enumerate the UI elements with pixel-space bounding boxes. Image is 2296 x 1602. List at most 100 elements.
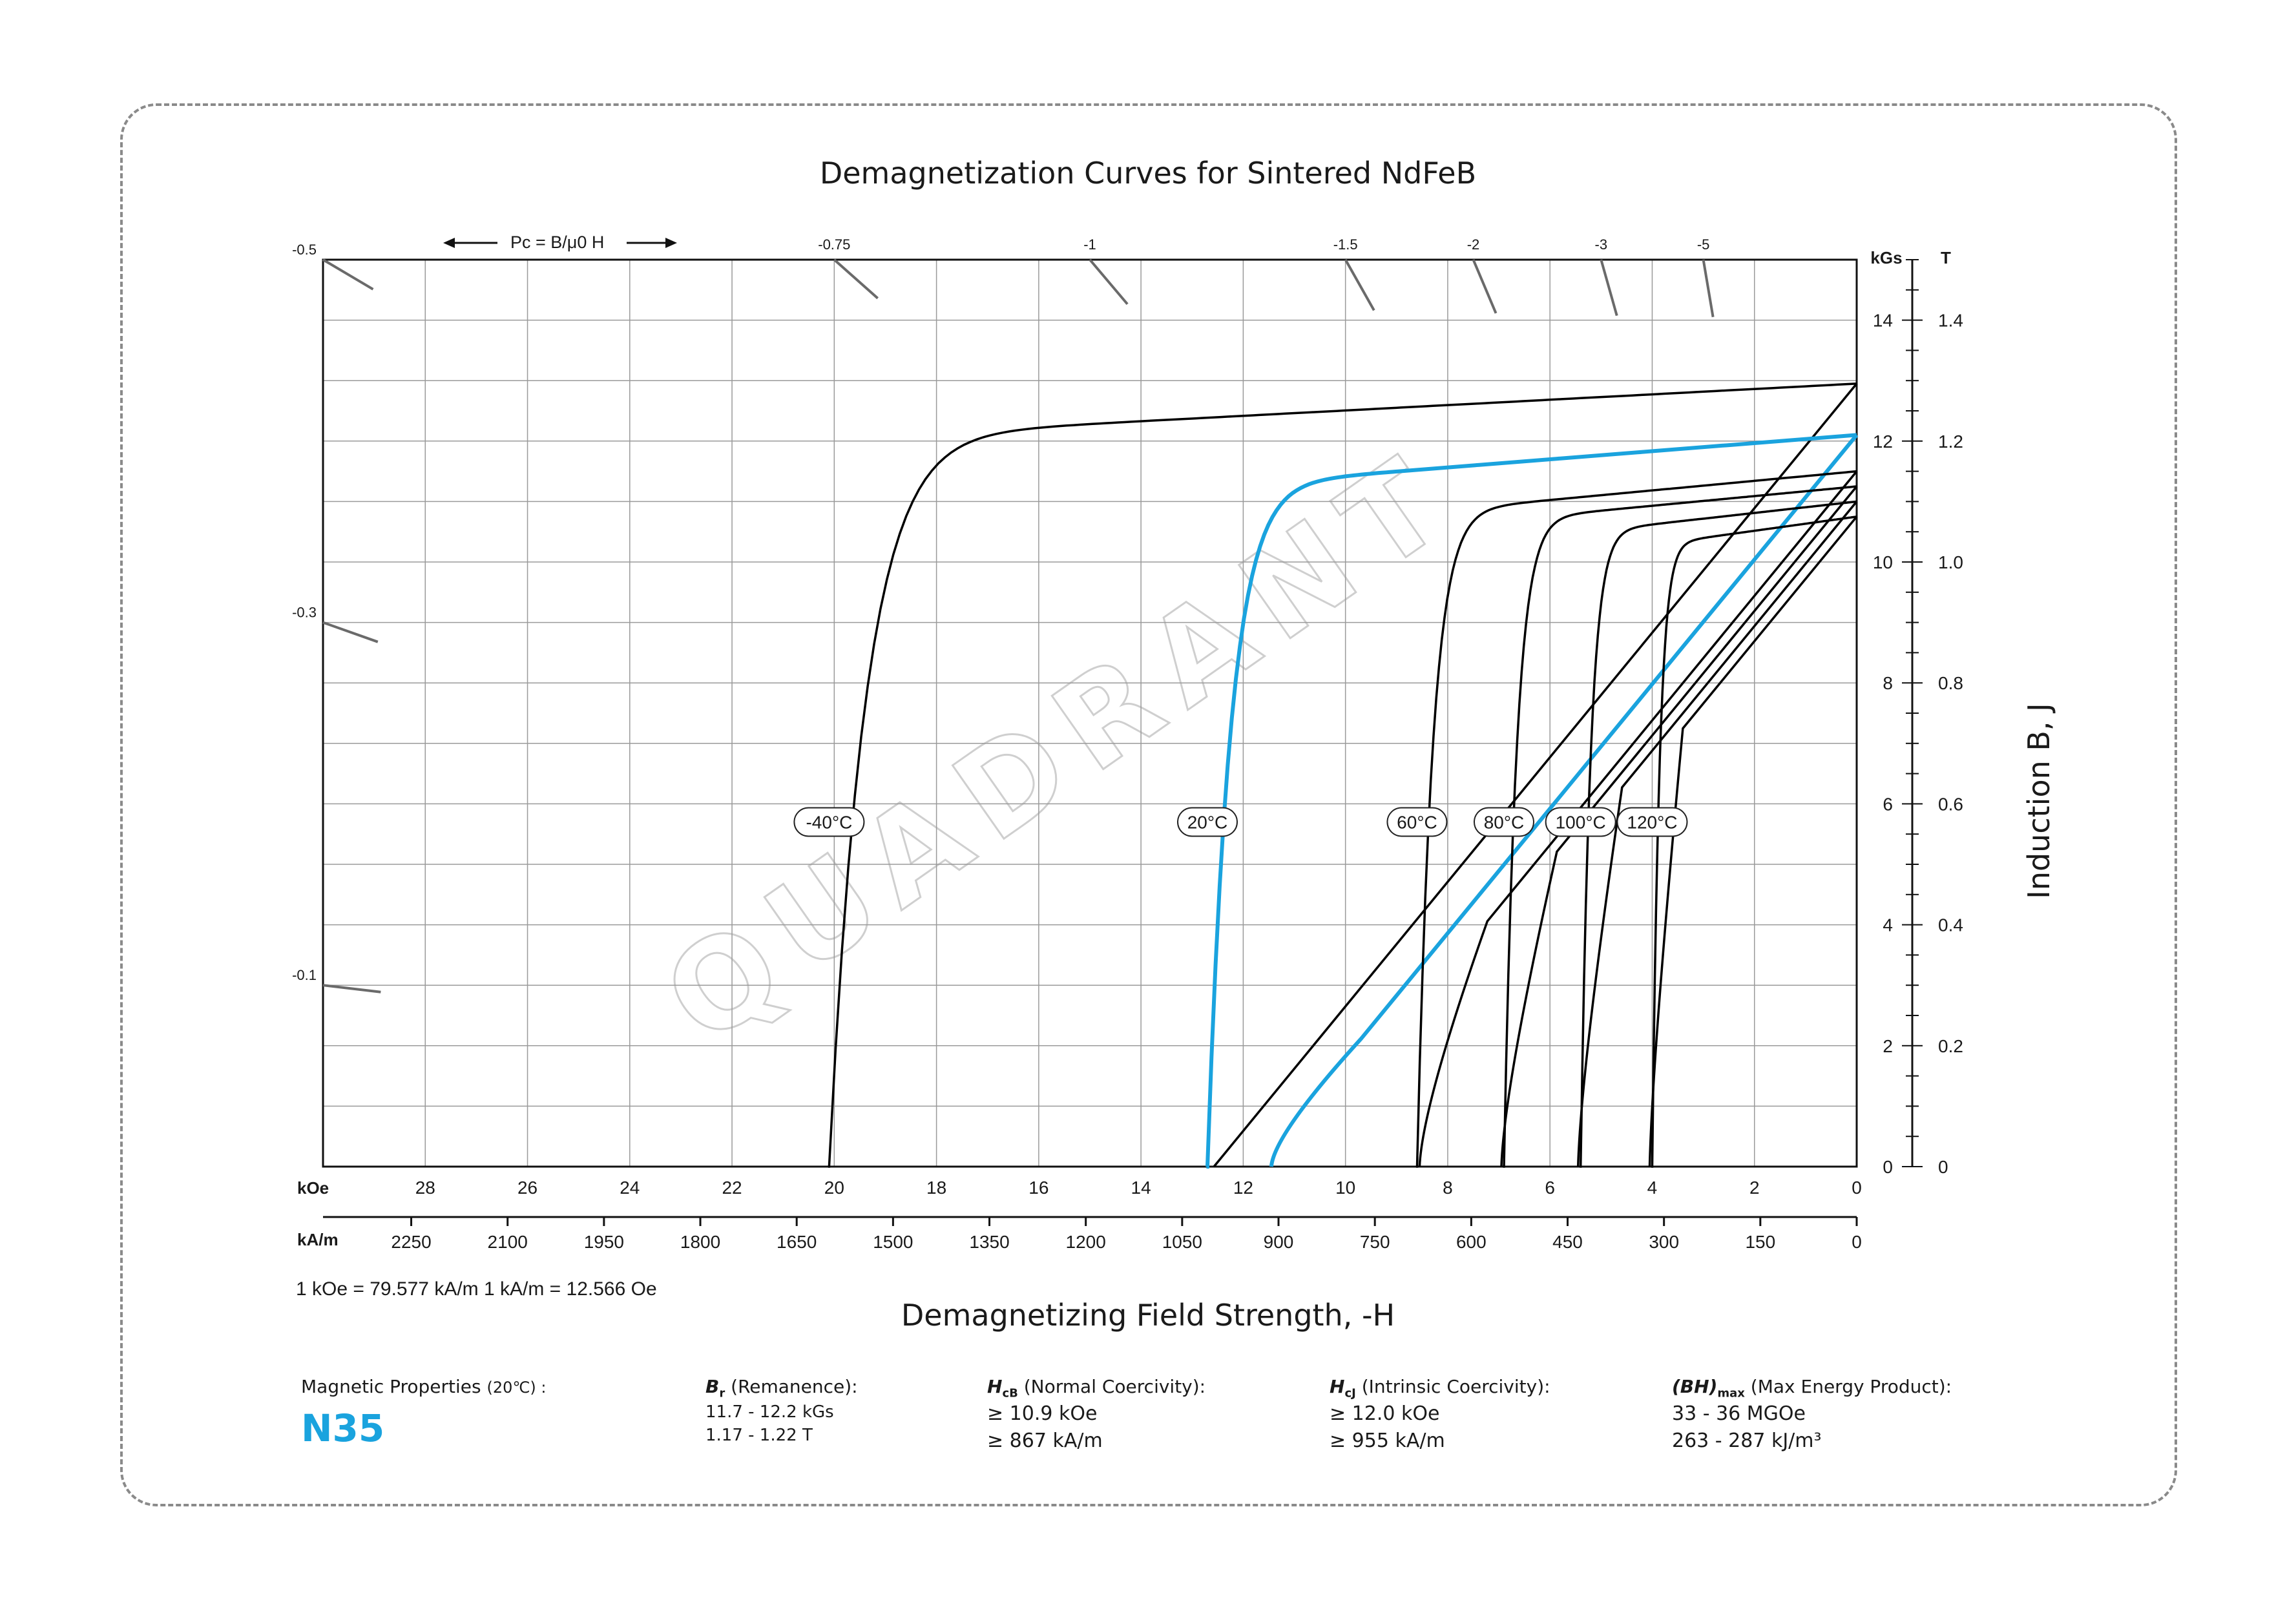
temp-label-bg [1386,807,1448,837]
intrinsic-curve [1651,515,1857,1168]
pc-label: -5 [1697,236,1710,253]
pc-label: -0.75 [818,236,850,253]
x-tick-koe: 12 [1233,1178,1253,1198]
x-tick-koe: 16 [1028,1178,1049,1198]
bhmax-symbol: (BH) [1672,1376,1718,1397]
pc-load-lines: -0.5 -0.3 -0.1 -0.75 -1 -1.5 -2 -3 -5 Pc = B/μ0 H [292,233,1715,993]
y-tick-kgs: 14 [1873,311,1893,331]
hcb-block: HcB (Normal Coercivity): ≥ 10.9 kOe ≥ 86… [987,1376,1205,1455]
x-tick-koe: 18 [926,1178,946,1198]
x-tick-kam: 1950 [584,1232,624,1252]
pc-line [1089,258,1129,306]
normal-curve [1269,433,1859,1167]
x-tick-kam: 1050 [1162,1232,1202,1252]
pc-line [1702,259,1715,318]
y-tick-t: 0.6 [1938,794,1963,814]
properties-heading: Magnetic Properties [301,1376,481,1397]
br-desc: (Remanence): [731,1376,858,1397]
intrinsic-curve [1579,500,1857,1168]
x-tick-kam: 1650 [777,1232,817,1252]
hcb-sub: cB [1002,1386,1018,1400]
chart-title: Demagnetization Curves for Sintered NdFe… [820,156,1476,191]
temp-label-bg [1545,807,1616,837]
temp-label-bg [1177,807,1238,837]
x-tick-kam: 900 [1264,1232,1294,1252]
y-tick-t: 1.0 [1938,552,1963,572]
pc-header: Pc = B/μ0 H [510,233,604,252]
x-tick-koe: 14 [1131,1178,1151,1198]
intrinsic-curve [1503,485,1857,1168]
pc-line [1472,259,1498,314]
y-axis-title: Induction B, J [2021,703,2056,899]
x-tick-koe: 0 [1852,1178,1862,1198]
grid [322,258,1858,1168]
hcb-desc: (Normal Coercivity): [1023,1376,1206,1397]
hcj-symbol: H [1330,1376,1345,1397]
intrinsic-curve [828,382,1857,1168]
x-tick-koe: 8 [1443,1178,1453,1198]
hcb-symbol: H [987,1376,1003,1397]
axes: kOe 28 26 24 22 20 18 16 14 12 10 8 6 4 2 0kA/m 2250 2100… [297,248,1963,1252]
temperature-labels: -40°C 20°C 60°C 80°C 100°C 120°C [793,807,1688,837]
y-tick-t: 0.8 [1938,673,1963,693]
br-symbol: B [705,1376,720,1397]
properties-temp: (20℃) : [486,1378,547,1397]
temp-label: 60°C [1397,812,1437,832]
x-unit-kam: kA/m [297,1230,339,1249]
watermark-text: QUADRANT [640,422,1483,1072]
y-tick-t: 0 [1938,1157,1948,1177]
pc-line [1344,259,1375,311]
temp-label: 20°C [1187,812,1228,832]
hcj-sub: cJ [1344,1386,1356,1400]
y-tick-kgs: 10 [1873,552,1893,572]
x-tick-kam: 450 [1552,1232,1583,1252]
x-tick-kam: 150 [1745,1232,1775,1252]
x-unit-koe: kOe [297,1178,329,1198]
x-tick-koe: 24 [620,1178,640,1198]
hcb-value-1: ≥ 10.9 kOe [987,1402,1098,1425]
pc-label: -3 [1595,236,1608,253]
hcj-value-2: ≥ 955 kA/m [1330,1429,1445,1452]
unit-conversion-note: 1 kOe = 79.577 kA/m 1 kA/m = 12.566 Oe [296,1278,657,1300]
normal-curve [1500,485,1858,1167]
temp-label: 80°C [1484,812,1525,832]
y-tick-t: 1.2 [1938,432,1963,452]
y-tick-kgs: 2 [1883,1036,1893,1056]
x-tick-kam: 1350 [969,1232,1009,1252]
x-tick-koe: 4 [1647,1178,1658,1198]
temp-label-bg [1473,807,1534,837]
normal-curve [1576,501,1858,1167]
pc-label: -0.1 [292,967,317,983]
pc-line [322,258,374,291]
br-block: Br (Remanence): 11.7 - 12.2 kGs 1.17 - 1… [705,1376,858,1447]
temp-label-bg [793,807,865,837]
bhmax-value-1: 33 - 36 MGOe [1672,1402,1806,1425]
pc-arrowhead-left [443,238,455,248]
pc-line [322,621,379,643]
br-sub: r [719,1386,725,1400]
intrinsic-curve [1415,470,1857,1168]
pc-label: -0.3 [292,605,317,621]
hcj-block: HcJ (Intrinsic Coercivity): ≥ 12.0 kOe ≥… [1330,1376,1550,1455]
bhmax-value-2: 263 - 287 kJ/m³ [1672,1429,1822,1452]
br-value-2: 1.17 - 1.22 T [705,1425,813,1445]
temp-label: 100°C [1556,812,1606,832]
x-tick-kam: 750 [1360,1232,1390,1252]
x-tick-kam: 600 [1456,1232,1487,1252]
x-tick-kam: 1500 [873,1232,913,1252]
pc-line [833,258,879,300]
pc-label: -1 [1083,236,1096,253]
y-tick-t: 0.2 [1938,1036,1963,1056]
hcj-desc: (Intrinsic Coercivity): [1361,1376,1550,1397]
pc-label: -0.5 [292,242,317,258]
y-tick-t: 1.4 [1938,311,1963,331]
x-tick-koe: 28 [415,1178,435,1198]
y-tick-kgs: 4 [1883,915,1893,935]
normal-curve [1418,470,1858,1167]
x-tick-kam: 0 [1852,1232,1862,1252]
properties-heading-block: Magnetic Properties (20℃) : N35 [301,1376,546,1450]
temp-label: -40°C [806,812,852,832]
bhmax-desc: (Max Energy Product): [1750,1376,1952,1397]
watermark: QUADRANT [639,421,1483,1072]
